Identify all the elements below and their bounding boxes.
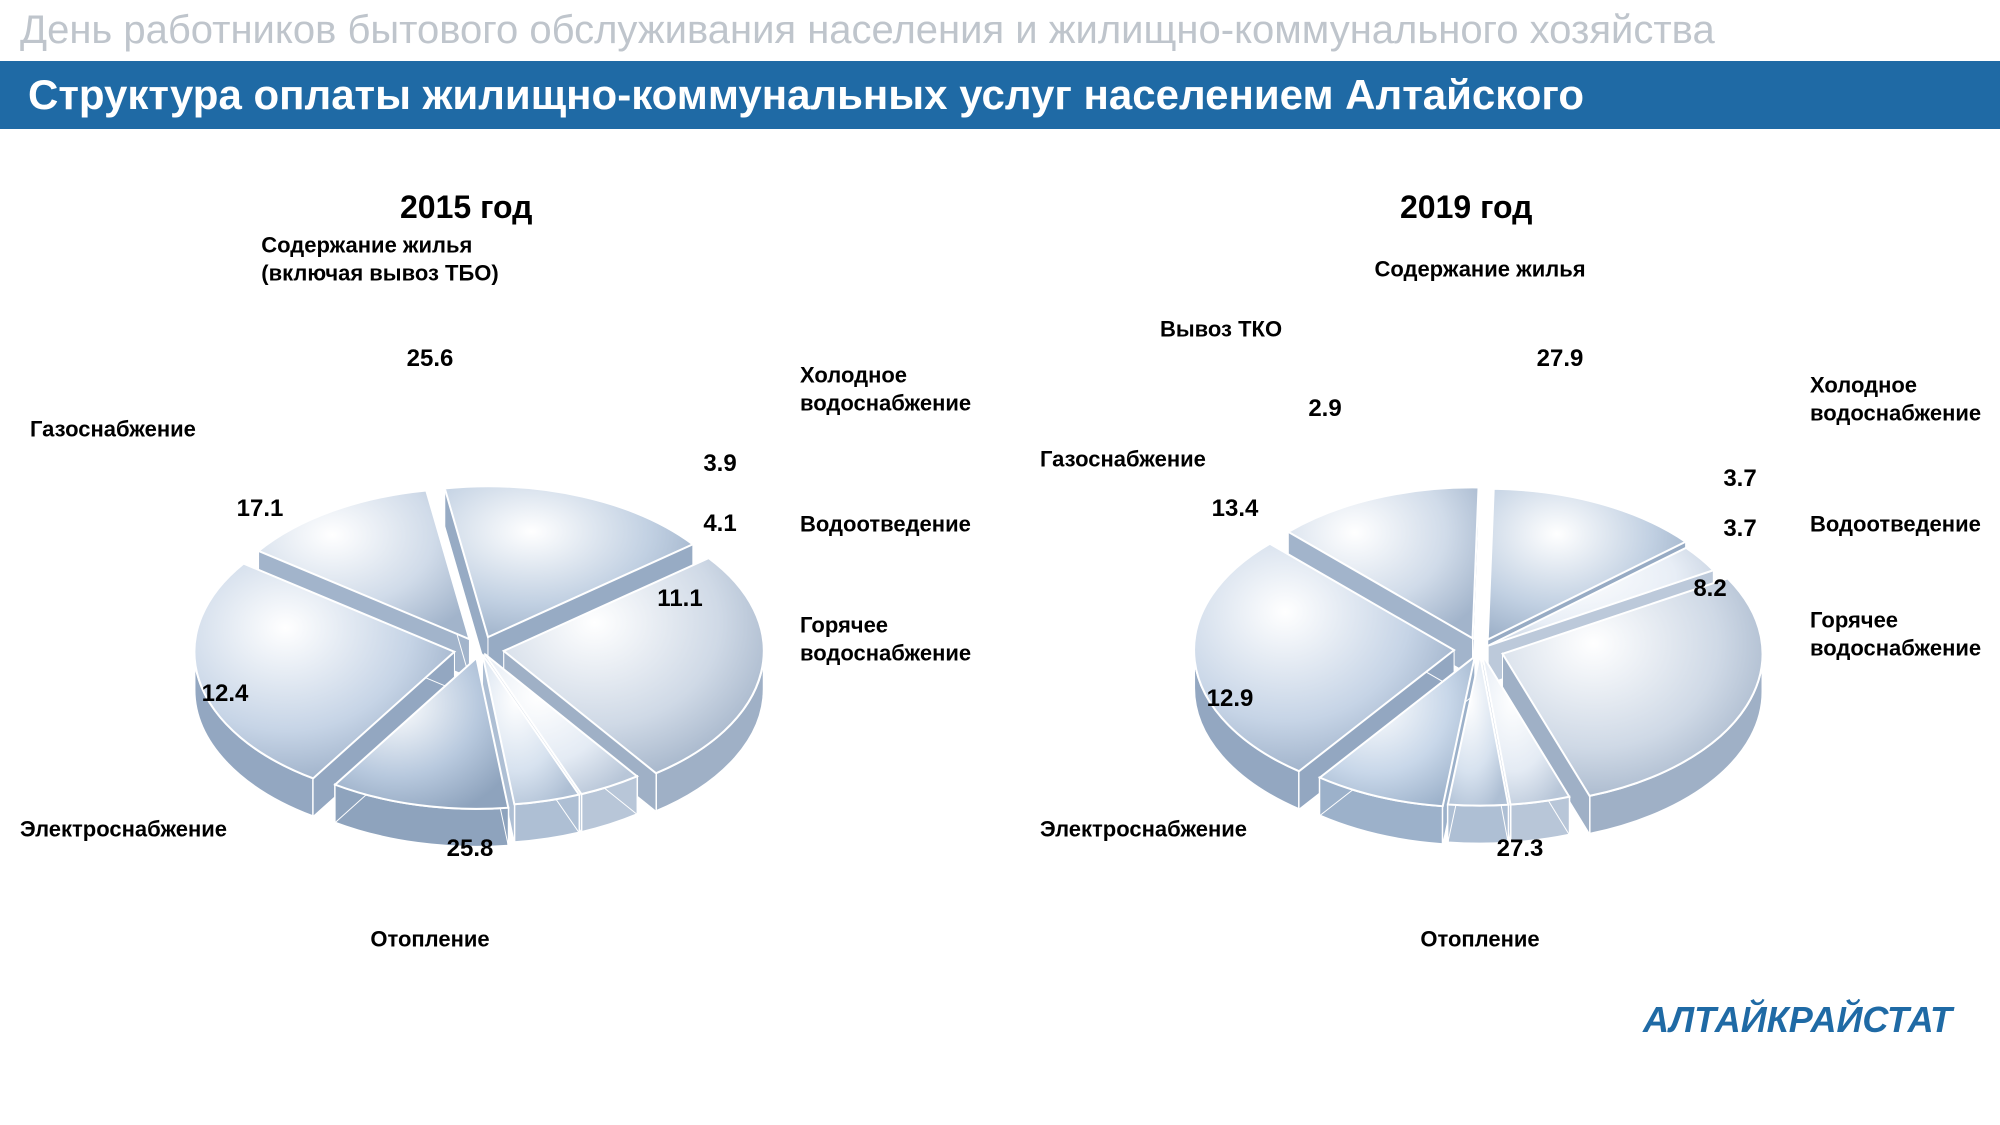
slice-label: Содержание жилья [1374,255,1585,283]
slice-value: 3.9 [703,450,736,478]
slice-label: Содержание жилья(включая вывоз ТБО) [261,232,498,287]
slice-value: 25.6 [407,345,454,373]
slice-label: Горячееводоснабжение [1810,607,1981,662]
slice-value: 4.1 [703,510,736,538]
top-title: День работников бытового обслуживания на… [0,0,2000,61]
slice-value: 2.9 [1308,395,1341,423]
charts-area: 2015 год25.6Содержание жилья(включая выв… [0,129,2000,1069]
slice-value: 8.2 [1693,575,1726,603]
slice-label: Холодноеводоснабжение [1810,372,1981,427]
slice-label: Отопление [370,925,489,953]
slice-value: 12.4 [202,680,249,708]
slice-label: Электроснабжение [20,815,227,843]
slice-value: 17.1 [237,495,284,523]
chart-panel-2019: 2019 год27.9Содержание жилья3.7Холодноев… [1000,129,2000,1069]
slice-value: 25.8 [447,835,494,863]
slice-label: Водоотведение [800,510,971,538]
slice-value: 27.9 [1537,345,1584,373]
slice-label: Газоснабжение [30,415,196,443]
subtitle-bar: Структура оплаты жилищно-коммунальных ус… [0,61,2000,129]
slice-value: 3.7 [1723,465,1756,493]
slice-value: 3.7 [1723,515,1756,543]
slice-label: Отопление [1420,925,1539,953]
slice-label: Горячееводоснабжение [800,612,971,667]
footer-brand: АЛТАЙКРАЙСТАТ [1643,999,1952,1041]
slice-label: Электроснабжение [1040,815,1247,843]
slice-label: Газоснабжение [1040,445,1206,473]
chart-panel-2015: 2015 год25.6Содержание жилья(включая выв… [0,129,1000,1069]
pie-chart [0,129,1000,1069]
slice-value: 11.1 [657,585,702,613]
slice-value: 27.3 [1497,835,1544,863]
slice-label: Водоотведение [1810,510,1981,538]
slice-label: Холодноеводоснабжение [800,362,971,417]
slice-value: 13.4 [1212,495,1259,523]
slice-label: Вывоз ТКО [1160,315,1282,343]
slice-value: 12.9 [1207,685,1254,713]
